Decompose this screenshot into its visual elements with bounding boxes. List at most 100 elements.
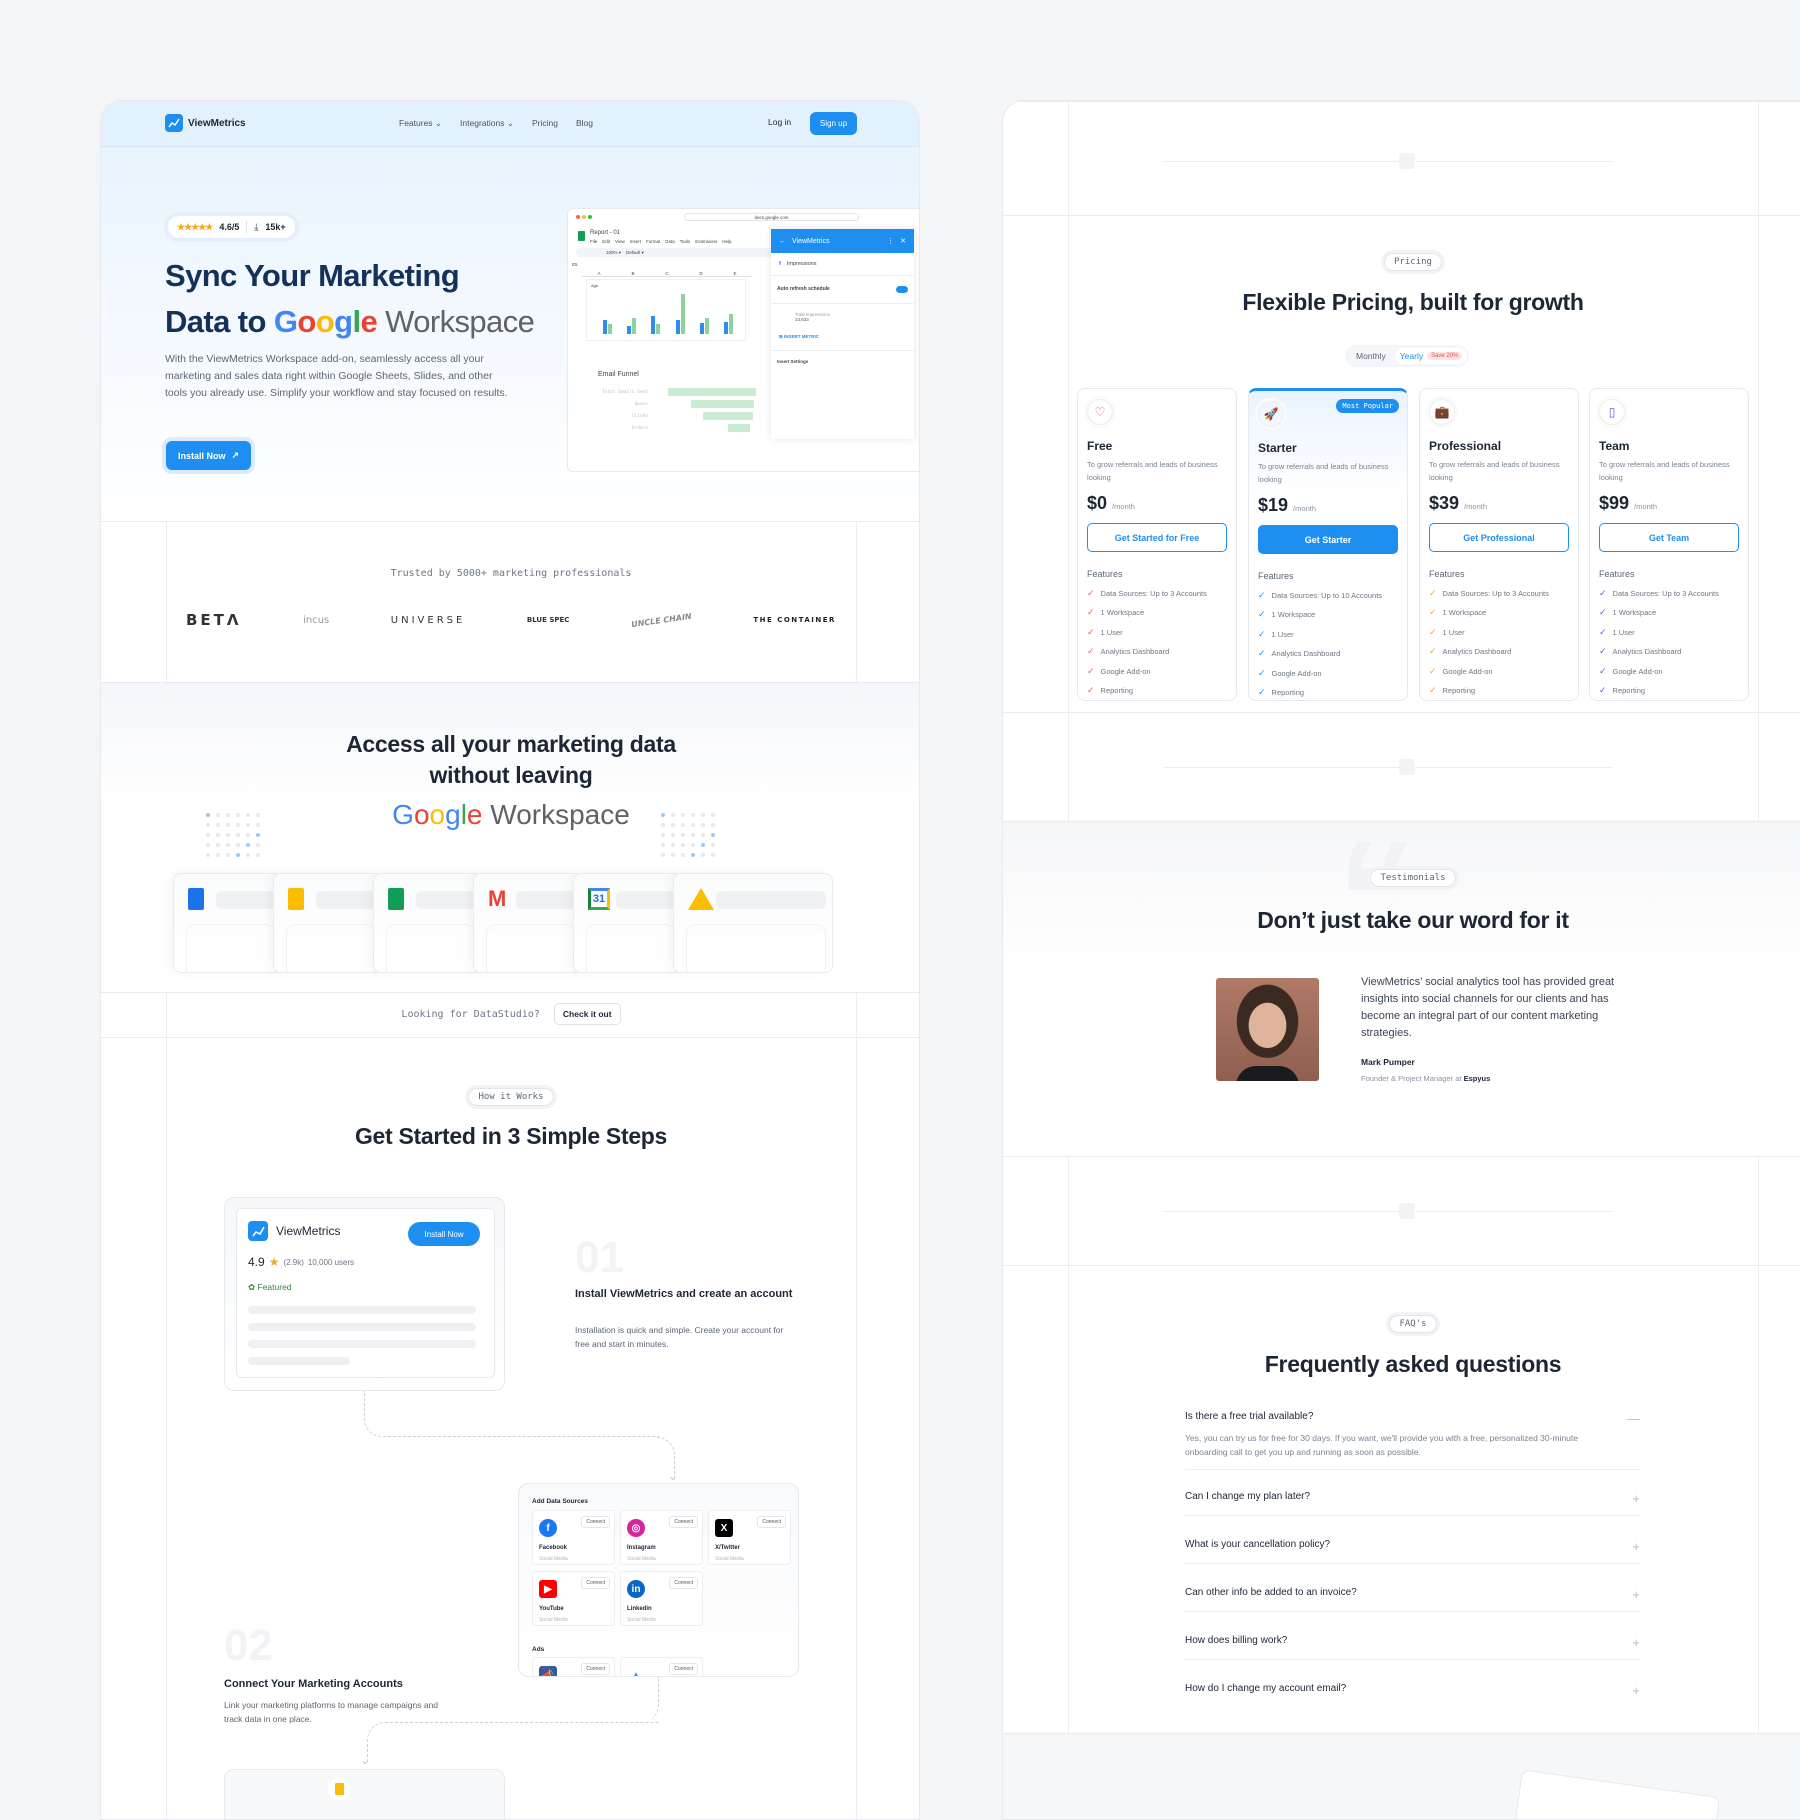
source-type: Social Media xyxy=(627,1556,656,1562)
nav-pricing[interactable]: Pricing xyxy=(531,118,558,128)
decorative-dot xyxy=(671,813,675,817)
award-icon: ✿ xyxy=(248,1282,256,1292)
menu-item[interactable]: View xyxy=(615,239,625,244)
source-type: Social Media xyxy=(539,1617,568,1623)
menu-item[interactable]: Edit xyxy=(602,239,611,244)
plan-cta-button[interactable]: Get Starter xyxy=(1258,525,1398,554)
brand-logo[interactable]: ViewMetrics xyxy=(165,114,246,132)
steps-title: Get Started in 3 Simple Steps xyxy=(354,1123,668,1149)
faq-divider xyxy=(1185,1563,1640,1564)
close-icon[interactable]: ✕ xyxy=(900,238,906,245)
decorative-dot xyxy=(216,853,220,857)
nav-features[interactable]: Features ⌄ xyxy=(399,118,443,128)
menu-item[interactable]: Insert xyxy=(629,239,641,244)
connector-logo-icon xyxy=(1399,153,1415,169)
feature-item: ✓ Reporting xyxy=(1258,687,1305,697)
funnel-row: Clicks xyxy=(588,410,768,422)
linkedin-icon: in xyxy=(627,1580,645,1598)
plan-cta-button[interactable]: Get Professional xyxy=(1429,523,1569,552)
step-description: Installation is quick and simple. Create… xyxy=(575,1325,784,1349)
connect-button[interactable]: Connect xyxy=(669,1577,698,1589)
plus-icon[interactable]: + xyxy=(1632,1491,1640,1506)
doc-title: Report - 01 xyxy=(590,230,621,236)
connect-button[interactable]: Connect xyxy=(581,1516,610,1528)
plus-icon[interactable]: + xyxy=(1632,1683,1640,1698)
datastudio-label: Looking for DataStudio? xyxy=(401,1008,540,1020)
bar xyxy=(631,318,636,334)
briefcase-icon: 💼 xyxy=(1429,399,1455,425)
login-link[interactable]: Log in xyxy=(768,117,792,127)
arrow-down-icon: ⌄ xyxy=(360,1753,371,1767)
insert-metric-button[interactable]: ⊞ INSERT METRIC xyxy=(771,330,914,351)
featured-badge: ✿ Featured xyxy=(248,1282,292,1292)
plus-icon[interactable]: + xyxy=(1632,1539,1640,1554)
bar xyxy=(675,320,680,334)
faq-item[interactable]: How does billing work? + xyxy=(1185,1635,1640,1650)
bar xyxy=(651,316,656,334)
menu-item[interactable]: Help xyxy=(722,239,732,244)
decorative-dot xyxy=(226,813,230,817)
arrow-down-icon: ⌄ xyxy=(668,1469,679,1483)
connect-button[interactable]: Connect xyxy=(669,1663,698,1675)
check-icon: ✓ xyxy=(1258,667,1266,678)
stars-icon: ★★★★★ xyxy=(177,221,213,232)
connect-button[interactable]: Connect xyxy=(581,1577,610,1589)
check-icon: ✓ xyxy=(1599,646,1607,656)
more-icon[interactable]: ⋮ xyxy=(887,238,895,245)
faq-item[interactable]: How do I change my account email? + xyxy=(1185,1683,1640,1698)
features-label: Features xyxy=(1429,569,1465,579)
chart-logo-icon xyxy=(248,1221,268,1241)
signup-button[interactable]: Sign up xyxy=(810,112,857,135)
check-it-out-button[interactable]: Check it out xyxy=(553,1003,621,1025)
plan-cta-button[interactable]: Get Team xyxy=(1599,523,1739,552)
connect-button[interactable]: Connect xyxy=(581,1663,610,1675)
connect-button[interactable]: Connect xyxy=(757,1516,786,1528)
decorative-dot xyxy=(246,833,250,837)
faq-item[interactable]: Can other info be added to an invoice? + xyxy=(1185,1587,1640,1602)
bar xyxy=(680,294,685,334)
menu-item[interactable]: Extensions xyxy=(695,239,718,244)
author-name: Mark Pumper xyxy=(1361,1057,1415,1067)
column-header: C xyxy=(665,271,669,276)
slides-icon xyxy=(288,888,304,910)
back-arrow-icon[interactable]: ← xyxy=(779,237,786,245)
minus-icon[interactable]: — xyxy=(1627,1411,1640,1426)
step3-card xyxy=(224,1769,505,1819)
yearly-option[interactable]: Yearly Save 20% xyxy=(1394,348,1468,364)
facebook-icon: f xyxy=(539,1519,557,1537)
menu-item[interactable]: Data xyxy=(665,239,675,244)
auto-refresh-toggle[interactable] xyxy=(896,286,908,293)
nav-blog[interactable]: Blog xyxy=(575,118,593,128)
docs-icon xyxy=(188,888,204,910)
decorative-dot xyxy=(691,833,695,837)
feature-item: ✓ Reporting xyxy=(1599,685,1646,695)
decorative-dot xyxy=(246,843,250,847)
faq-divider xyxy=(1185,1659,1640,1660)
check-icon: ✓ xyxy=(1087,665,1095,676)
decorative-dot xyxy=(236,813,240,817)
plan-cta-button[interactable]: Get Started for Free xyxy=(1087,523,1227,552)
plus-icon[interactable]: + xyxy=(1632,1635,1640,1650)
faq-item[interactable]: Is there a free trial available? — xyxy=(1185,1411,1640,1426)
decorative-dot xyxy=(216,833,220,837)
menu-item[interactable]: File xyxy=(590,239,598,244)
bar xyxy=(602,320,607,334)
monthly-option[interactable]: Monthly xyxy=(1356,351,1386,361)
source-type: Social Media xyxy=(627,1617,656,1623)
feature-item: ✓ 1 User xyxy=(1599,626,1635,637)
menu-item[interactable]: Format xyxy=(645,239,661,244)
funnel-row: Orders xyxy=(588,422,768,434)
star-icon: ★ xyxy=(268,1255,280,1269)
plus-icon[interactable]: + xyxy=(1632,1587,1640,1602)
external-link-icon: ↗ xyxy=(231,450,240,460)
faq-question: Can I change my plan later? xyxy=(1185,1491,1311,1502)
nav-integrations[interactable]: Integrations ⌄ xyxy=(460,118,514,128)
menu-item[interactable]: Tools xyxy=(679,239,691,244)
install-now-button[interactable]: Install Now ↗ xyxy=(166,441,251,470)
faq-item[interactable]: What is your cancellation policy? + xyxy=(1185,1539,1640,1554)
connect-button[interactable]: Connect xyxy=(669,1516,698,1528)
plan-price: $19 /month xyxy=(1258,495,1316,515)
data-source-linkedin: in Connect Linkedin Social Media xyxy=(620,1571,703,1626)
faq-item[interactable]: Can I change my plan later? + xyxy=(1185,1491,1640,1506)
install-now-button[interactable]: Install Now xyxy=(408,1222,480,1246)
